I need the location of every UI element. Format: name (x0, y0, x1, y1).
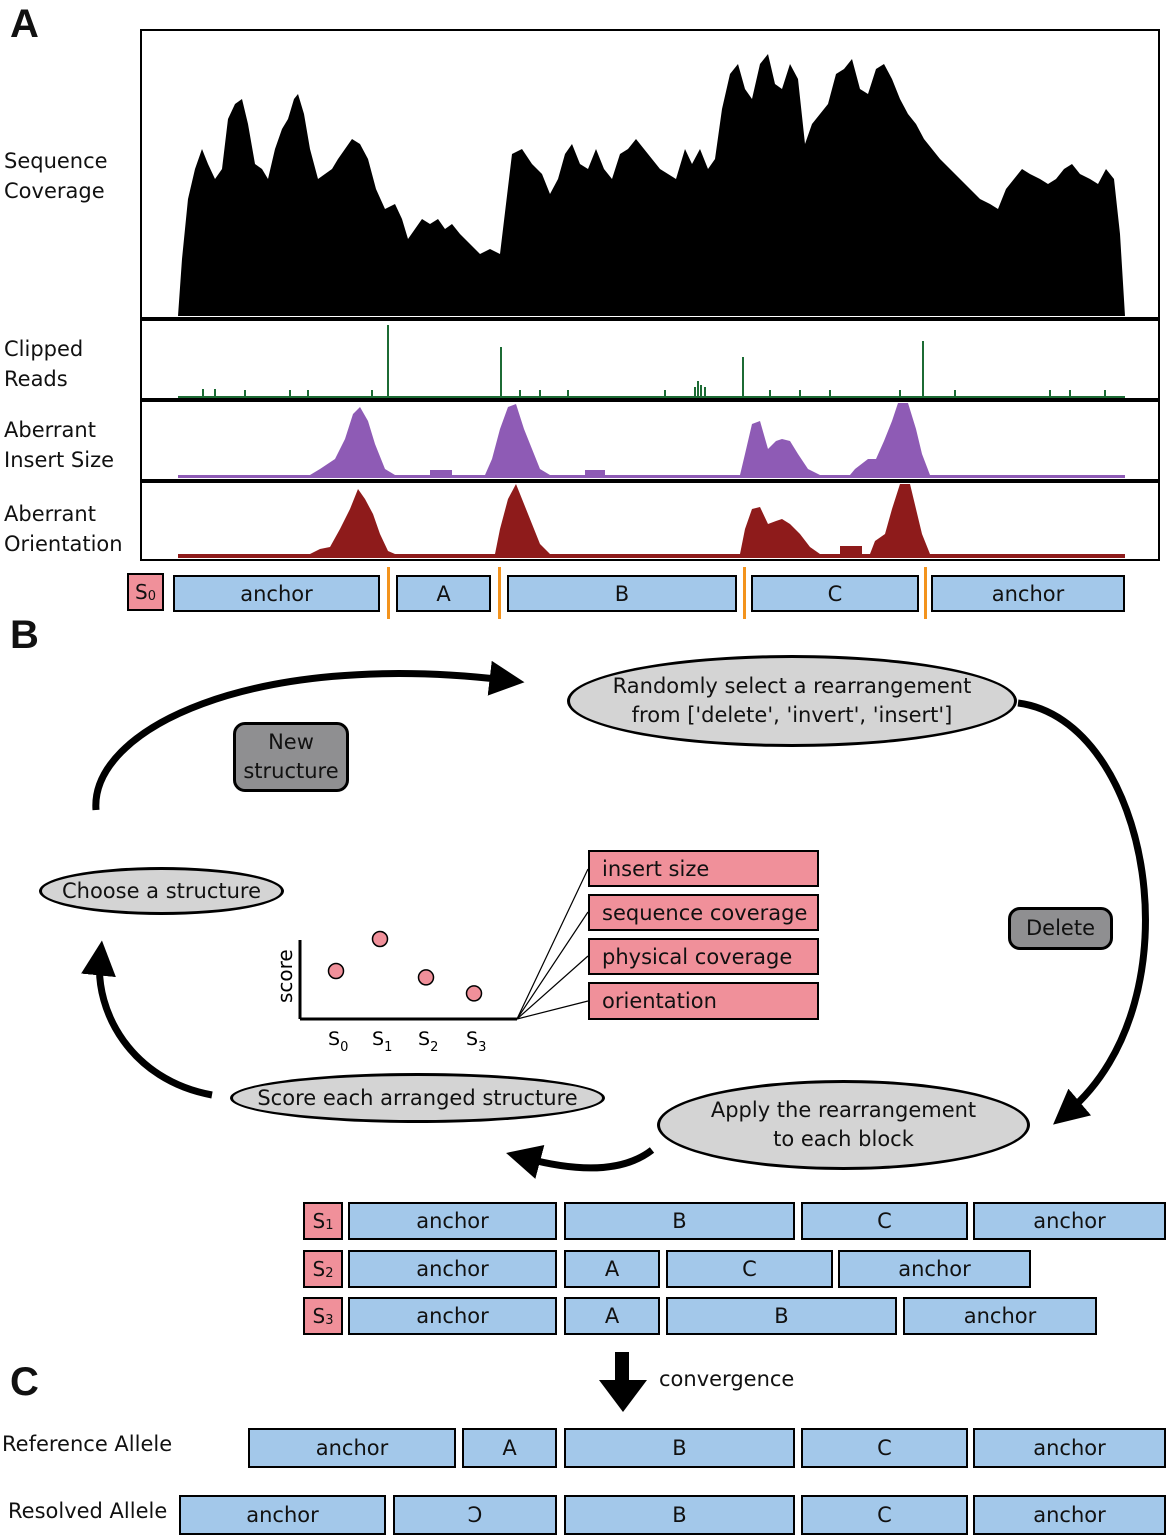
s0-block-c: C (751, 575, 919, 612)
arrow-apply-to-score (506, 1145, 655, 1179)
s2-block-anchor-right: anchor (838, 1250, 1031, 1288)
cycle-arrows (81, 660, 1149, 1179)
score-point (465, 985, 483, 1002)
s3-block-a: A (564, 1297, 660, 1335)
insert-size-signal (178, 403, 1125, 478)
convergence-arrow-icon (599, 1352, 647, 1412)
clipped-spikes (202, 325, 1106, 397)
breakpoint-marker (743, 567, 746, 619)
track-label-clipped-reads: Clipped Reads (4, 337, 84, 391)
ref-block-anchor-left: anchor (248, 1428, 456, 1468)
score-point (371, 930, 389, 948)
metric-connector (516, 955, 589, 1020)
ref-block-anchor-right: anchor (973, 1428, 1166, 1468)
track-label-orientation: Aberrant Orientation (4, 502, 123, 556)
breakpoint-marker (924, 567, 927, 619)
ref-block-c: C (801, 1428, 968, 1468)
s1-block-b: B (564, 1202, 795, 1240)
score-axis-label: score (273, 949, 297, 1003)
score-plot: score S0 S1 S2 S3 (273, 868, 589, 1055)
coverage-signal (178, 54, 1125, 316)
metric-connector (516, 868, 589, 1020)
res-block-c: C (801, 1495, 968, 1535)
s1-block-anchor-right: anchor (973, 1202, 1166, 1240)
s2-block-c: C (666, 1250, 833, 1288)
reference-allele-label: Reference Allele (2, 1432, 173, 1456)
insert-size-track-box (140, 400, 1160, 481)
panel-c-letter: C (10, 1360, 39, 1404)
res-block-c-inverted: Ɔ (393, 1495, 557, 1535)
orientation-signal (178, 484, 1125, 558)
apply-rearrangement-node: Apply the rearrangement to each block (657, 1080, 1030, 1170)
metric-orientation: orientation (588, 982, 819, 1020)
s1-block-c: C (801, 1202, 968, 1240)
choose-structure-node: Choose a structure (39, 867, 284, 915)
res-block-anchor-left: anchor (179, 1495, 386, 1535)
resolved-allele-label: Resolved Allele (8, 1499, 168, 1523)
metric-connector (516, 1000, 589, 1020)
orientation-track-box (140, 481, 1160, 561)
track-label-sequence-coverage: Sequence Coverage (4, 149, 108, 203)
breakpoint-marker (387, 567, 390, 619)
panel-a-letter: A (10, 2, 39, 46)
res-block-anchor-right: anchor (973, 1495, 1166, 1535)
s0-block-anchor-right: anchor (931, 575, 1125, 612)
panel-b-letter: B (10, 613, 39, 657)
score-point (417, 969, 435, 986)
ref-block-b: B (564, 1428, 795, 1468)
convergence-label: convergence (659, 1367, 795, 1391)
metric-connector (516, 911, 589, 1020)
clipped-track-box (140, 319, 1160, 400)
metric-physical-coverage: physical coverage (588, 938, 819, 975)
s1-block-anchor-left: anchor (348, 1202, 557, 1240)
signal-tracks (140, 29, 1160, 561)
arrow-new-structure (92, 660, 525, 811)
res-block-b: B (564, 1495, 795, 1535)
metric-sequence-coverage: sequence coverage (588, 894, 819, 931)
track-label-insert-size: Aberrant Insert Size (4, 418, 115, 472)
ref-block-a: A (462, 1428, 557, 1468)
s0-block-a: A (396, 575, 491, 612)
s0-block-anchor-left: anchor (173, 575, 380, 612)
arrow-score-to-choose (81, 940, 213, 1099)
score-points: S0 S1 S2 S3 (327, 930, 486, 1055)
score-structures-node: Score each arranged structure (230, 1073, 605, 1123)
s3-block-anchor-right: anchor (903, 1297, 1097, 1335)
s0-block-b: B (507, 575, 737, 612)
breakpoint-marker (498, 567, 501, 619)
new-structure-label: New structure (233, 722, 349, 792)
score-tick-label: S2 (418, 1028, 438, 1055)
score-tick-label: S3 (466, 1028, 486, 1055)
s3-block-anchor-left: anchor (348, 1297, 557, 1335)
s2-block-anchor-left: anchor (348, 1250, 557, 1288)
metric-insert-size: insert size (588, 850, 819, 887)
score-tick-label: S1 (372, 1028, 392, 1055)
delete-rearrangement-label: Delete (1008, 907, 1113, 950)
s3-block-b: B (666, 1297, 897, 1335)
score-tick-label: S0 (328, 1028, 348, 1055)
score-point (327, 962, 345, 980)
s2-block-a: A (564, 1250, 660, 1288)
arrow-select-to-apply (1017, 699, 1149, 1125)
select-rearrangement-node: Randomly select a rearrangement from ['d… (567, 655, 1017, 747)
